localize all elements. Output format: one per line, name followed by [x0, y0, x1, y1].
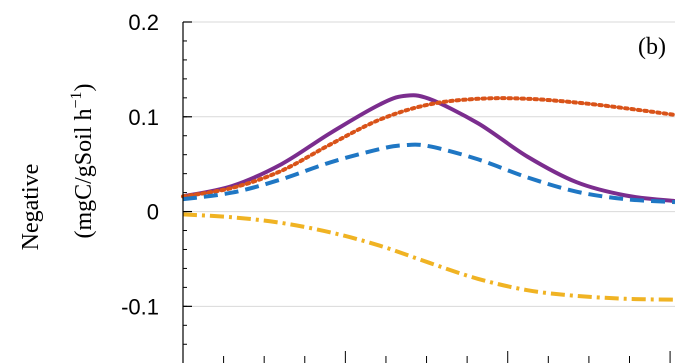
y-axis-title-line2: (mgC/gSoil h−1) [68, 83, 97, 238]
series-line-1 [182, 93, 675, 204]
y-axis-title-units: (mgC/gSoil h [71, 109, 97, 239]
y-tick-label: 0.2 [128, 10, 159, 35]
series-layer [181, 93, 675, 302]
series-line-3 [182, 142, 675, 205]
y-tick-label: -0.1 [121, 294, 159, 319]
y-axis-title-line1: Negative [18, 164, 44, 251]
series-line-4 [182, 212, 675, 302]
y-axis-title-close: ) [71, 83, 97, 91]
axes [182, 22, 671, 363]
panel-label: (b) [638, 34, 666, 60]
series-line-2 [181, 96, 675, 199]
y-axis-title-exponent: −1 [68, 91, 85, 108]
y-ticks: 0.2 0.1 0 -0.1 [121, 10, 192, 345]
grid-lines [183, 21, 675, 307]
y-tick-label: 0.1 [128, 105, 159, 130]
y-tick-label: 0 [147, 200, 159, 225]
